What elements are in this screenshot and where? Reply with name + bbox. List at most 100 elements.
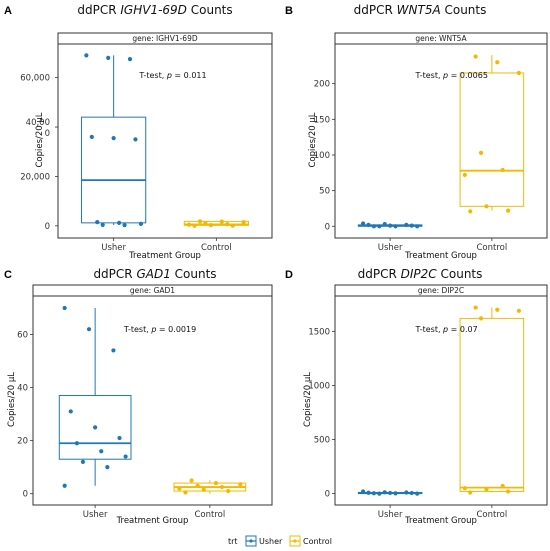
series-usher — [58, 305, 132, 488]
ttest-annotation: T-test, p = 0.07 — [415, 325, 478, 334]
plot-frame — [334, 284, 548, 506]
data-point — [393, 491, 398, 496]
panel-letter: A — [4, 5, 12, 17]
y-tick-line: 0 — [325, 222, 330, 232]
legend-key-control: Control — [289, 535, 332, 547]
data-point — [62, 483, 67, 488]
panel-letter: B — [285, 5, 293, 17]
data-point — [404, 490, 409, 495]
data-point — [111, 348, 116, 353]
panel-title-prefix: ddPCR — [93, 267, 136, 281]
data-point — [74, 441, 79, 446]
legend-key-point — [293, 539, 297, 543]
data-point — [213, 480, 219, 486]
series-usher — [81, 53, 147, 228]
panel-title: ddPCR WNT5A Counts — [354, 3, 487, 17]
data-point — [516, 70, 522, 76]
y-axis-title: Copies/20 µL — [35, 112, 45, 167]
panel-title: ddPCR IGHV1-69D Counts — [77, 3, 232, 17]
x-tick-label: Usher — [83, 510, 108, 520]
data-point — [62, 305, 67, 311]
data-point — [226, 488, 231, 494]
data-point — [177, 486, 182, 491]
y-tick-label: 60 — [17, 330, 28, 340]
y-tick-label: 1000 — [308, 381, 330, 391]
data-point — [127, 57, 133, 62]
panel-title: ddPCR DIP2C Counts — [358, 267, 483, 281]
box — [459, 72, 525, 207]
panel-title-suffix: Counts — [187, 3, 233, 17]
ttest-prefix: T-test, — [415, 71, 444, 80]
data-point — [505, 489, 511, 494]
y-axis-title: Copies/20 µL — [303, 372, 313, 427]
data-point — [192, 223, 197, 228]
x-tick-label: Usher — [378, 243, 403, 253]
data-point — [462, 172, 467, 178]
legend-key-point — [249, 539, 253, 543]
data-point — [138, 221, 144, 226]
legend-title: trt — [228, 537, 238, 546]
plot-frame — [57, 32, 273, 239]
data-point — [203, 221, 208, 226]
y-axis-title: Copies/20 µL — [308, 112, 318, 167]
y-tick-label: 50 — [319, 187, 330, 197]
data-point — [117, 435, 122, 441]
data-point — [393, 224, 398, 229]
series-control — [459, 54, 525, 214]
y-tick-line: 0 — [45, 129, 50, 139]
data-point — [473, 54, 478, 59]
y-tick-label: 20 — [17, 437, 28, 447]
x-tick-label: Usher — [101, 243, 126, 253]
plot-frame — [334, 32, 548, 239]
data-point — [371, 491, 377, 496]
data-point — [241, 220, 246, 225]
data-point — [468, 490, 473, 495]
data-point — [366, 490, 371, 495]
legend-key-usher: Usher — [245, 535, 283, 547]
data-point — [388, 223, 393, 228]
data-point — [86, 327, 92, 332]
y-tick-line: 150 — [314, 115, 330, 125]
y-tick-label: 0 — [45, 222, 50, 232]
data-point — [133, 137, 138, 142]
y-tick-line: 1000 — [308, 381, 330, 391]
y-tick-label: 150 — [314, 115, 330, 125]
panel-title-prefix: ddPCR — [358, 267, 401, 281]
data-point — [95, 220, 100, 225]
y-tick-line: 20,000 — [20, 172, 50, 182]
y-tick-label: 60,000 — [20, 74, 50, 84]
data-point — [238, 482, 243, 487]
ttest-value: = 0.07 — [448, 325, 478, 334]
y-tick-label: 0 — [325, 490, 330, 500]
facet-strip — [334, 284, 548, 297]
panel-title-suffix: Counts — [441, 3, 487, 17]
y-tick-line: 20 — [17, 437, 28, 447]
facet-strip-label: gene: WNT5A — [415, 34, 467, 43]
data-point — [495, 60, 500, 65]
facet-strip-label: gene: GAD1 — [130, 286, 175, 295]
y-tick-label: 500 — [314, 436, 330, 446]
facet-strip — [32, 284, 273, 297]
data-point — [360, 489, 366, 494]
box — [183, 220, 249, 226]
data-point — [225, 221, 230, 227]
panel-title-gene: IGHV1-69D — [120, 3, 187, 17]
y-tick-label: 100 — [314, 151, 330, 161]
series-usher — [357, 221, 423, 229]
y-tick-label: 1500 — [308, 327, 330, 337]
data-point — [382, 490, 387, 495]
data-point — [473, 305, 478, 310]
data-point — [388, 490, 393, 496]
data-point — [366, 222, 371, 227]
x-tick-label: Usher — [378, 510, 403, 520]
ttest-annotation: T-test, p = 0.0019 — [123, 325, 196, 334]
data-point — [478, 316, 484, 321]
data-point — [123, 454, 128, 459]
data-point — [516, 308, 522, 313]
y-tick-line: 40 — [17, 384, 28, 394]
panel-title: ddPCR GAD1 Counts — [93, 267, 216, 281]
